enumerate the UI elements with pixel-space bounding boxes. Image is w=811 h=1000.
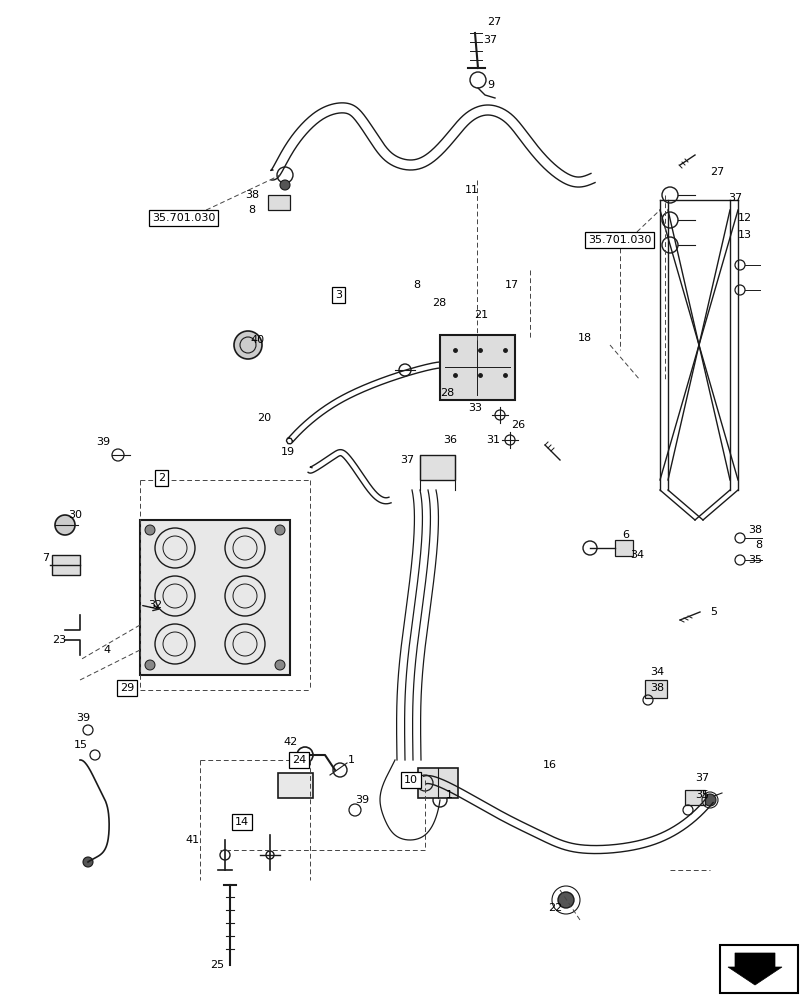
Text: 1: 1: [348, 755, 354, 765]
Text: 33: 33: [467, 403, 482, 413]
Bar: [644, 680, 666, 698]
Text: 7: 7: [42, 553, 49, 563]
Text: 5: 5: [709, 607, 716, 617]
Text: 32: 32: [148, 600, 162, 610]
Text: 37: 37: [727, 193, 741, 203]
Text: 36: 36: [443, 435, 457, 445]
Text: 35.701.030: 35.701.030: [587, 235, 650, 245]
Text: 25: 25: [210, 960, 224, 970]
Text: 26: 26: [510, 420, 525, 430]
Text: 31: 31: [486, 435, 500, 445]
Text: 40: 40: [250, 335, 264, 345]
Bar: [52, 555, 80, 575]
Circle shape: [145, 660, 155, 670]
Text: 23: 23: [52, 635, 66, 645]
Text: 34: 34: [629, 550, 643, 560]
Text: 21: 21: [474, 310, 487, 320]
Text: 38: 38: [245, 190, 259, 200]
Text: 35: 35: [694, 790, 708, 800]
Text: 8: 8: [247, 205, 255, 215]
Text: 28: 28: [431, 298, 446, 308]
Text: 4: 4: [103, 645, 110, 655]
Text: 38: 38: [649, 683, 663, 693]
Text: 18: 18: [577, 333, 591, 343]
Polygon shape: [727, 953, 781, 985]
Text: 27: 27: [709, 167, 723, 177]
Circle shape: [703, 794, 715, 806]
Text: 17: 17: [504, 280, 518, 290]
Circle shape: [418, 774, 431, 786]
Circle shape: [275, 525, 285, 535]
Bar: [139, 520, 290, 675]
Text: 34: 34: [649, 667, 663, 677]
Circle shape: [234, 331, 262, 359]
Circle shape: [275, 660, 285, 670]
Bar: [440, 335, 514, 400]
Bar: [419, 455, 454, 480]
Bar: [418, 768, 457, 798]
Text: 20: 20: [257, 413, 271, 423]
Circle shape: [145, 525, 155, 535]
Text: 42: 42: [283, 737, 297, 747]
Bar: [614, 540, 633, 556]
Text: 39: 39: [96, 437, 110, 447]
Circle shape: [557, 892, 573, 908]
Circle shape: [83, 857, 93, 867]
Text: 22: 22: [547, 903, 561, 913]
Text: 30: 30: [68, 510, 82, 520]
Text: 8: 8: [413, 280, 419, 290]
Text: 16: 16: [543, 760, 556, 770]
Text: 28: 28: [440, 388, 453, 398]
Text: 27: 27: [487, 17, 500, 27]
Text: 2: 2: [158, 473, 165, 483]
Bar: [684, 790, 704, 805]
Text: 38: 38: [747, 525, 762, 535]
Bar: [719, 945, 797, 993]
Circle shape: [55, 515, 75, 535]
Text: 14: 14: [234, 817, 249, 827]
Text: 10: 10: [404, 775, 418, 785]
Text: 35.701.030: 35.701.030: [152, 213, 215, 223]
Text: 12: 12: [737, 213, 751, 223]
Text: 39: 39: [76, 713, 90, 723]
Text: 11: 11: [465, 185, 478, 195]
Circle shape: [280, 180, 290, 190]
Text: 41: 41: [185, 835, 199, 845]
Text: 37: 37: [400, 455, 414, 465]
Text: 6: 6: [621, 530, 629, 540]
Text: 37: 37: [694, 773, 708, 783]
Text: 35: 35: [747, 555, 761, 565]
Bar: [268, 195, 290, 210]
Text: 9: 9: [487, 80, 494, 90]
Text: 3: 3: [335, 290, 341, 300]
Bar: [277, 773, 312, 798]
Text: 24: 24: [292, 755, 306, 765]
Text: 19: 19: [281, 447, 294, 457]
Text: 8: 8: [754, 540, 762, 550]
Text: 37: 37: [483, 35, 496, 45]
Text: 29: 29: [120, 683, 134, 693]
Text: 13: 13: [737, 230, 751, 240]
Text: 15: 15: [74, 740, 88, 750]
Text: 1: 1: [445, 790, 453, 800]
Text: 39: 39: [354, 795, 369, 805]
